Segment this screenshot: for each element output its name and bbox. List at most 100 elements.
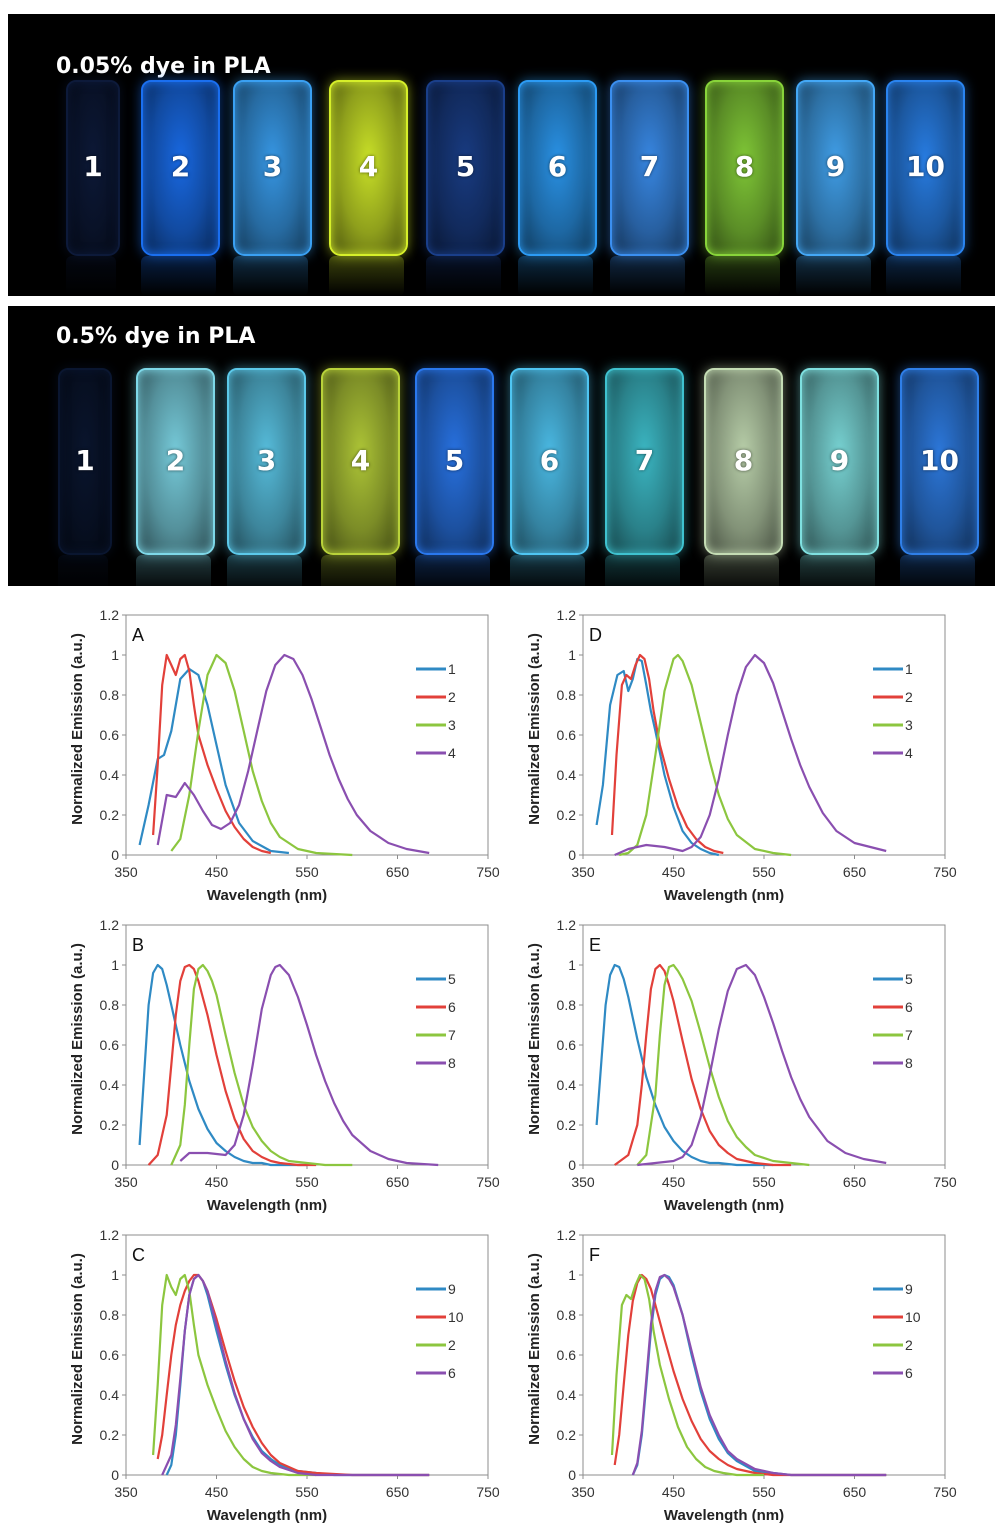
vial-number: 3	[256, 443, 277, 477]
x-tick-label: 750	[476, 864, 500, 880]
vial-reflection	[900, 555, 975, 586]
vial-number: 6	[547, 150, 568, 183]
legend-label: 10	[448, 1309, 464, 1325]
vial-number: 1	[75, 443, 95, 477]
vial-number: 4	[358, 150, 379, 183]
vial-reflection	[58, 555, 108, 586]
plot-area	[582, 1234, 946, 1476]
legend-label: 3	[905, 717, 913, 733]
vial-reflection	[136, 555, 211, 586]
series-line-8	[637, 963, 887, 1167]
series-line-6	[614, 963, 792, 1167]
y-tick-label: 0.2	[100, 1427, 120, 1443]
vial-9: 9	[796, 80, 875, 256]
legend-label: 9	[905, 1281, 913, 1297]
y-tick-label: 0.4	[557, 1077, 577, 1093]
y-tick-label: 0.2	[557, 1427, 577, 1443]
y-tick-label: 1.2	[557, 1227, 577, 1243]
series-line-7	[636, 963, 810, 1167]
x-tick-label: 650	[386, 1174, 410, 1190]
legend-label: 6	[448, 1365, 456, 1381]
y-tick-label: 1	[111, 647, 119, 663]
chart-panel-D: 0 0.2 0.4 0.6 0.8 1 1.2 350 450 550 650 750 Waveleng…	[526, 607, 957, 904]
vial-7: 7	[605, 368, 684, 555]
chart-panel-F: 0 0.2 0.4 0.6 0.8 1 1.2 350 450 550 650 750 Waveleng…	[526, 1227, 957, 1524]
y-tick-label: 0.8	[557, 687, 577, 703]
y-tick-label: 0	[568, 1467, 576, 1483]
series-line-4	[614, 653, 887, 857]
vial-reflection	[886, 256, 961, 296]
legend-label: 2	[448, 1337, 456, 1353]
panel-letter: A	[132, 625, 144, 645]
plot-area	[125, 1234, 489, 1476]
vial-8: 8	[705, 80, 784, 256]
x-tick-label: 550	[752, 864, 776, 880]
vial-1: 1	[66, 80, 120, 256]
legend-label: 8	[905, 1055, 913, 1071]
legend-label: 9	[448, 1281, 456, 1297]
photo-title: 0.05% dye in PLA	[56, 54, 271, 79]
legend-label: 5	[448, 971, 456, 987]
vial-6: 6	[518, 80, 597, 256]
x-tick-label: 650	[843, 1484, 867, 1500]
vial-reflection	[233, 256, 308, 296]
x-tick-label: 450	[662, 1484, 686, 1500]
photo-panel-high-concentration: 0.5% dye in PLA 1 2 3 4 5 6 7 8 9 10	[8, 306, 995, 586]
vial-reflection	[329, 256, 404, 296]
vial-5: 5	[415, 368, 494, 555]
series-line-3	[170, 653, 353, 857]
vial-number: 4	[350, 443, 371, 477]
x-tick-label: 450	[662, 1174, 686, 1190]
y-tick-label: 0.2	[100, 1117, 120, 1133]
y-tick-label: 1	[568, 957, 576, 973]
y-tick-label: 0.4	[557, 1387, 577, 1403]
series-line-7	[170, 963, 353, 1167]
x-axis-label: Wavelength (nm)	[664, 1197, 784, 1214]
vial-number: 9	[829, 443, 850, 477]
y-tick-label: 0.6	[557, 1037, 577, 1053]
y-axis-label: Normalized Emission (a.u.)	[526, 1253, 543, 1445]
photo-panel-low-concentration: 0.05% dye in PLA 1 2 3 4 5 6 7 8 9 10	[8, 14, 995, 296]
vial-3: 3	[227, 368, 306, 555]
series-line-1	[138, 667, 290, 855]
vial-reflection	[704, 555, 779, 586]
y-tick-label: 0	[111, 847, 119, 863]
vial-10: 10	[900, 368, 979, 555]
legend-label: 2	[905, 689, 913, 705]
legend-label: 4	[905, 745, 913, 761]
vial-5: 5	[426, 80, 505, 256]
x-tick-label: 750	[933, 1484, 957, 1500]
x-tick-label: 550	[295, 864, 319, 880]
vial-number: 2	[165, 443, 186, 477]
y-tick-label: 0	[568, 1157, 576, 1173]
y-tick-label: 1.2	[100, 917, 120, 933]
legend-label: 6	[905, 999, 913, 1015]
x-tick-label: 350	[571, 1174, 595, 1190]
y-tick-label: 1	[111, 1267, 119, 1283]
y-tick-label: 0.4	[100, 1387, 120, 1403]
photo-title: 0.5% dye in PLA	[56, 324, 256, 349]
vial-reflection	[518, 256, 593, 296]
y-tick-label: 0.6	[557, 1347, 577, 1363]
y-axis-label: Normalized Emission (a.u.)	[526, 633, 543, 825]
vial-number: 9	[825, 150, 846, 183]
series-line-6	[147, 963, 317, 1167]
series-line-2	[610, 1273, 764, 1477]
series-line-1	[595, 657, 720, 857]
y-tick-label: 0.4	[100, 767, 120, 783]
y-tick-label: 0.8	[100, 687, 120, 703]
x-axis-label: Wavelength (nm)	[207, 1197, 327, 1214]
plot-area	[125, 924, 489, 1166]
vial-2: 2	[136, 368, 215, 555]
y-tick-label: 0.8	[557, 997, 577, 1013]
y-axis-label: Normalized Emission (a.u.)	[69, 633, 86, 825]
vial-reflection	[227, 555, 302, 586]
series-line-10	[613, 1273, 887, 1477]
vial-number: 3	[262, 150, 283, 183]
vial-number: 10	[906, 150, 945, 183]
x-tick-label: 650	[843, 1174, 867, 1190]
legend-label: 7	[448, 1027, 456, 1043]
series-line-3	[618, 653, 792, 857]
vial-reflection	[705, 256, 780, 296]
x-tick-label: 650	[843, 864, 867, 880]
